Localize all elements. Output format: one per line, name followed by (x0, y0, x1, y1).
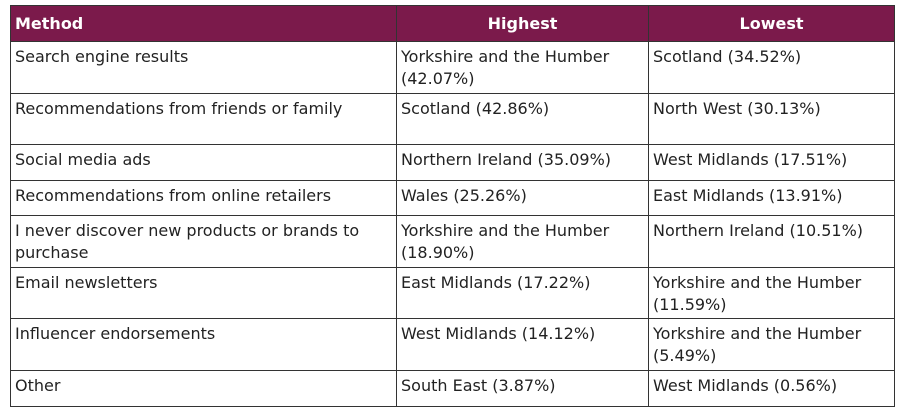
header-cell: Lowest (648, 5, 895, 42)
table-cell: Yorkshire and the Humber (11.59%) (648, 267, 895, 319)
header-cell: Method (10, 5, 397, 42)
table-cell: Northern Ireland (10.51%) (648, 215, 895, 268)
table-cell: Influencer endorsements (10, 318, 397, 371)
table-cell: West Midlands (17.51%) (648, 144, 895, 181)
table-cell: West Midlands (14.12%) (396, 318, 649, 371)
table-row: I never discover new products or brands … (10, 215, 895, 268)
table-row: Search engine results Yorkshire and the H… (10, 41, 895, 94)
header-cell: Highest (396, 5, 649, 42)
table-cell: North West (30.13%) (648, 93, 895, 145)
table-cell: Yorkshire and the Humber (5.49%) (648, 318, 895, 371)
table-cell: Recommendations from friends or family (10, 93, 397, 145)
table-cell: South East (3.87%) (396, 370, 649, 407)
table-cell: Social media ads (10, 144, 397, 181)
data-table: Method Highest Lowest Search engine resu… (10, 5, 895, 407)
table-cell: East Midlands (13.91%) (648, 180, 895, 216)
table-cell: Email newsletters (10, 267, 397, 319)
table-row: Influencer endorsements West Midlands (14… (10, 318, 895, 371)
table-cell: Search engine results (10, 41, 397, 94)
table-cell: Scotland (34.52%) (648, 41, 895, 94)
table-cell: West Midlands (0.56%) (648, 370, 895, 407)
table-row: Other South East (3.87%) West Midlands (0.… (10, 370, 895, 407)
table-cell: Northern Ireland (35.09%) (396, 144, 649, 181)
header-row: Method Highest Lowest (10, 5, 895, 42)
table-cell: Other (10, 370, 397, 407)
table-row: Email newsletters East Midlands (17.22%) Y… (10, 267, 895, 319)
table-row: Recommendations from online retailers Wal… (10, 180, 895, 216)
table-cell: Yorkshire and the Humber (18.90%) (396, 215, 649, 268)
table-cell: I never discover new products or brands … (10, 215, 397, 268)
table-cell: East Midlands (17.22%) (396, 267, 649, 319)
table-cell: Scotland (42.86%) (396, 93, 649, 145)
table-cell: Wales (25.26%) (396, 180, 649, 216)
table-row: Social media ads Northern Ireland (35.09%… (10, 144, 895, 181)
table-cell: Recommendations from online retailers (10, 180, 397, 216)
table-cell: Yorkshire and the Humber (42.07%) (396, 41, 649, 94)
table-row: Recommendations from friends or family Sc… (10, 93, 895, 145)
